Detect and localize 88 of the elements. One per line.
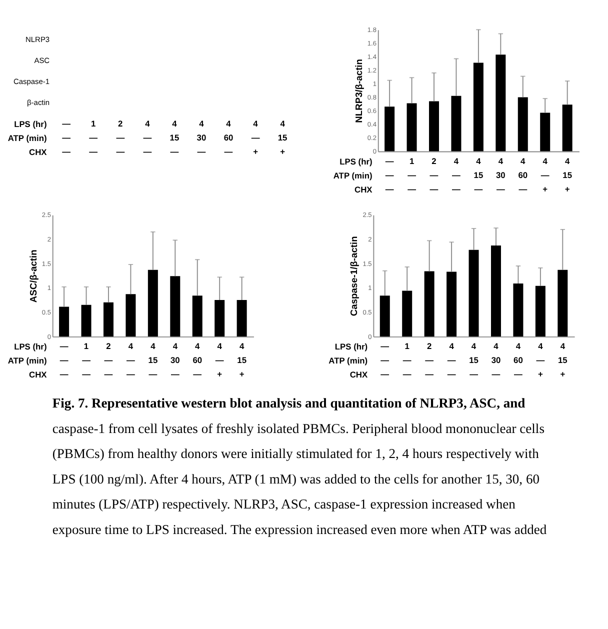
x-tick-label: — — — [380, 341, 390, 380]
category-label: 2 — — [116, 118, 126, 157]
category-label: Caspase-1 [13, 77, 50, 86]
category-label: 4 15 — [170, 118, 180, 157]
bar [380, 296, 390, 336]
text: CHX [29, 370, 48, 380]
x-tick-label: 2 — — [425, 341, 434, 380]
bar [214, 300, 225, 336]
x-tick-label: — — — [385, 156, 394, 194]
x-tick-label: 4 60 — [192, 341, 202, 380]
x-tick-label: 4 30 — [496, 156, 506, 194]
y-axis-title: ASC/β-actin [28, 249, 38, 303]
x-tick-label: 4 15 + [558, 341, 568, 380]
bar [406, 103, 417, 152]
text: CHX [350, 370, 368, 380]
x-tick-label: 4 60 — [514, 341, 524, 380]
x-tick-label: 4 — — [447, 341, 456, 380]
bar [446, 272, 457, 336]
category-label: 4 15 + [278, 118, 288, 157]
text: minutes (LPS/ATP) respectively. NLRP3, ASC, caspase-1 expression increased when [52, 496, 516, 512]
y-axis-title: NLRP3/β-actin [354, 58, 364, 123]
bar [126, 294, 136, 336]
x-tick-label: 1 — — [82, 341, 92, 380]
y-axis-title: Caspase-1/β-actin [349, 236, 360, 316]
text: ATP (min) [328, 356, 368, 366]
bar [451, 96, 462, 152]
text: CHX [354, 184, 373, 194]
text: LPS (100 ng/ml). After 4 hours, ATP (1 mM) was added to the cells for another 15, 30, 60 [52, 471, 540, 486]
text: ATP (min) [333, 170, 372, 180]
bar [59, 306, 70, 336]
x-tick-label: 4 — + [540, 156, 550, 194]
x-tick-label: 4 — + [536, 341, 546, 380]
bar [558, 270, 568, 336]
category-label: 4 — — [143, 118, 152, 157]
x-tick-label: 4 60 — [518, 156, 528, 194]
bar [424, 271, 434, 336]
text: LPS (hr) [334, 342, 368, 352]
bar [535, 286, 546, 336]
bar [473, 62, 484, 152]
bar [81, 304, 92, 336]
x-tick-label: 4 — — [126, 341, 136, 380]
x-tick-label: 1 — — [408, 156, 417, 194]
x-tick-label: 2 — — [104, 341, 114, 380]
x-tick-label: 4 15 — [474, 156, 484, 194]
bar [148, 270, 158, 336]
x-tick-label: 4 15 — [469, 341, 479, 380]
x-tick-label: 4 — — [452, 156, 462, 194]
category-label: ASC [34, 56, 50, 66]
category-label: 4 60 — [224, 118, 234, 157]
x-tick-label: 4 — + [215, 341, 224, 380]
bar [540, 112, 550, 152]
bar [384, 106, 395, 152]
category-label: β-actin [27, 98, 50, 108]
text: LPS (hr) [14, 118, 47, 129]
bar [562, 104, 572, 152]
text: LPS (hr) [340, 156, 372, 166]
text: ATP (min) [8, 132, 47, 143]
category-label: 1 — — [89, 118, 98, 157]
bar [429, 101, 440, 152]
category-label: 4 — + [251, 118, 260, 157]
bar [468, 250, 479, 336]
category-label: — — — [62, 118, 72, 157]
text: ATP (min) [8, 356, 47, 366]
bar [402, 290, 412, 336]
bar [170, 276, 180, 336]
x-tick-label: 1 — — [402, 341, 412, 380]
x-tick-label: 4 30 — [491, 341, 501, 380]
bar [192, 296, 202, 336]
bar [496, 54, 506, 152]
x-tick-label: 4 15 — [148, 341, 158, 380]
text: caspase-1 from cell lysates of freshly isolated PBMCs. Peripheral blood mononuclear cells [52, 420, 544, 436]
x-tick-label: — — — [60, 341, 69, 380]
text: (PBMCs) from healthy donors were initially stimulated for 1, 2, 4 hours respectively with [52, 446, 540, 462]
text: LPS (hr) [14, 342, 47, 352]
category-label: 4 30 — [196, 118, 206, 157]
bar [513, 283, 524, 336]
x-tick-label: 4 30 — [170, 341, 180, 380]
text: exposure time to LPS increased. The expression increased even more when ATP was added [52, 522, 547, 537]
caption: Fig. 7. Representative western blot analysis and quantitation of NLRP3, ASC, and [52, 396, 526, 411]
bar [490, 246, 501, 336]
x-tick-label: 2 — — [430, 156, 439, 194]
category-label: NLRP3 [25, 35, 50, 44]
x-tick-label: 4 15 + [237, 341, 247, 380]
bar [103, 302, 114, 336]
bar [236, 300, 247, 336]
bar [518, 97, 528, 152]
text: CHX [29, 147, 48, 158]
x-tick-label: 4 15 + [562, 156, 572, 194]
